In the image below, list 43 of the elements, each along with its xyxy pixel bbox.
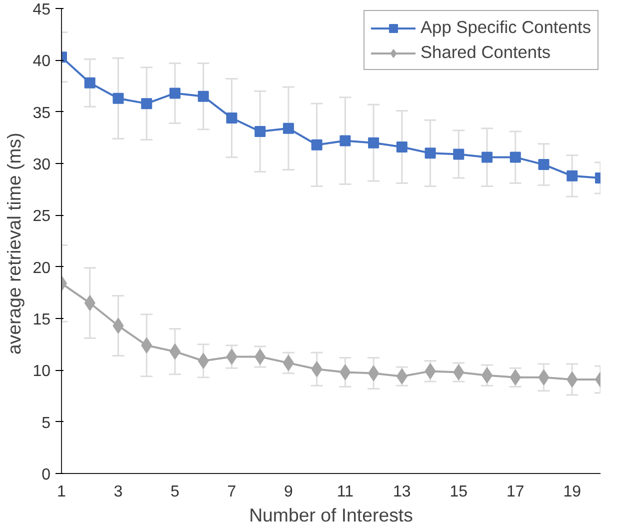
x-tick-label: 19: [563, 484, 582, 500]
point: [566, 170, 578, 182]
point: [510, 152, 521, 163]
y-tick-label: 30: [32, 156, 51, 174]
point: [254, 126, 266, 137]
point: [141, 98, 152, 110]
point: [198, 90, 209, 102]
y-axis-title: average retrieval time (ms): [4, 132, 25, 355]
point: [84, 295, 96, 311]
point: [340, 135, 351, 146]
x-tick-label: 17: [506, 484, 524, 500]
point: [396, 141, 408, 152]
y-tick-label: 45: [32, 2, 51, 18]
point: [226, 112, 238, 124]
x-tick-label: 7: [227, 484, 236, 500]
legend-label: Shared Contents: [420, 42, 551, 63]
y-tick-label: 40: [32, 53, 51, 70]
point: [282, 122, 294, 134]
point: [311, 139, 322, 150]
y-tick-label: 10: [32, 363, 51, 380]
x-tick-label: 5: [170, 484, 180, 500]
x-tick-label: 9: [284, 484, 293, 500]
point: [368, 137, 380, 148]
point: [538, 159, 550, 170]
x-tick-label: 15: [450, 484, 468, 500]
point: [169, 88, 180, 99]
y-tick-label: 20: [32, 260, 51, 277]
x-axis-title: Number of Interests: [249, 504, 413, 526]
y-tick-label: 25: [32, 208, 51, 226]
point: [482, 152, 493, 163]
legend-label: App Specific Contents: [420, 17, 591, 38]
y-tick-label: 0: [42, 466, 51, 484]
y-tick-label: 35: [32, 104, 51, 122]
x-tick-label: 1: [57, 484, 66, 500]
x-tick-label: 11: [336, 484, 354, 500]
point: [424, 148, 436, 159]
y-tick-label: 15: [32, 312, 51, 328]
x-tick-label: 13: [393, 484, 411, 500]
point: [112, 92, 124, 104]
point: [453, 148, 464, 160]
x-tick-label: 3: [114, 484, 123, 500]
y-tick-label: 5: [42, 414, 51, 432]
point: [84, 77, 96, 88]
